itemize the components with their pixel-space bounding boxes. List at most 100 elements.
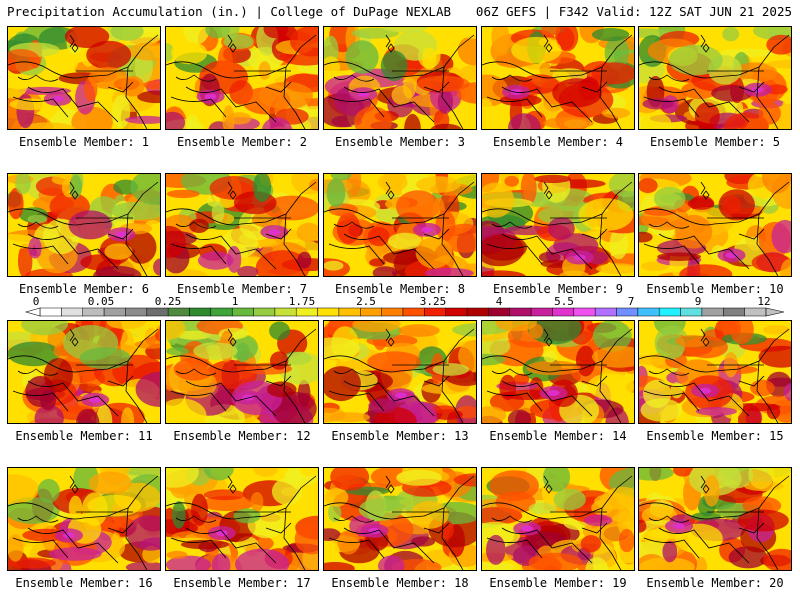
ensemble-member-map [638, 173, 792, 277]
ensemble-member-map [165, 26, 319, 130]
ensemble-member-map [481, 26, 635, 130]
precip-field-map [639, 174, 791, 276]
run-valid-time: 06Z GEFS | F342 Valid: 12Z SAT JUN 21 20… [475, 4, 792, 19]
scale-swatch [39, 307, 62, 317]
color-scale-bar: 0 0.05 0.25 1 1.75 2.5 3.25 4 5.5 7 9 12 [24, 295, 785, 317]
scale-swatch [189, 307, 212, 317]
scale-swatch [680, 307, 703, 317]
geographic-borders [482, 34, 633, 129]
station-marker [71, 190, 79, 200]
scale-tick-label: 7 [628, 295, 635, 308]
ensemble-member-label: Ensemble Member: 4 [492, 135, 624, 149]
scale-tick-label: 0.05 [88, 295, 115, 308]
scale-tick-label: 9 [695, 295, 702, 308]
station-marker [229, 190, 237, 200]
scale-tick-label: 4 [496, 295, 503, 308]
ensemble-member-label: Ensemble Member: 19 [489, 576, 627, 590]
scale-swatch [594, 307, 617, 317]
precip-field-map [639, 468, 791, 570]
scale-swatch [616, 307, 639, 317]
ensemble-member-map [7, 320, 161, 424]
ensemble-member-label: Ensemble Member: 13 [331, 429, 469, 443]
geographic-borders [639, 181, 790, 276]
scale-tick-label: 5.5 [554, 295, 574, 308]
precip-field-map [482, 174, 634, 276]
geographic-borders [324, 328, 475, 423]
geographic-borders [166, 328, 317, 423]
scale-swatch [573, 307, 596, 317]
ensemble-member-label: Ensemble Member: 6 [18, 282, 150, 296]
scale-swatch [445, 307, 468, 317]
geographic-borders [639, 475, 790, 570]
precip-field-map [324, 174, 476, 276]
scale-swatch [509, 307, 532, 317]
ensemble-member-label: Ensemble Member: 20 [646, 576, 784, 590]
geographic-borders [8, 34, 159, 129]
station-marker [545, 337, 553, 347]
ensemble-member-map [481, 467, 635, 571]
scale-swatch [530, 307, 553, 317]
station-marker [545, 484, 553, 494]
station-marker [387, 484, 395, 494]
scale-swatch [424, 307, 447, 317]
station-marker [702, 43, 710, 53]
station-marker [702, 337, 710, 347]
ensemble-member-map [165, 467, 319, 571]
scale-swatch [637, 307, 660, 317]
ensemble-member-map [638, 467, 792, 571]
ensemble-member-map [638, 320, 792, 424]
ensemble-member-label: Ensemble Member: 11 [15, 429, 153, 443]
scale-swatch [167, 307, 190, 317]
ensemble-member-map [7, 467, 161, 571]
geographic-borders [166, 475, 317, 570]
scale-swatch [381, 307, 404, 317]
ensemble-member-map [165, 173, 319, 277]
scale-tick-label: 2.5 [356, 295, 376, 308]
geographic-borders [324, 181, 475, 276]
ensemble-member-map [7, 173, 161, 277]
station-marker [702, 190, 710, 200]
precip-field-map [166, 468, 318, 570]
ensemble-member-label: Ensemble Member: 7 [176, 282, 308, 296]
station-marker [387, 337, 395, 347]
scale-swatch [103, 307, 126, 317]
scale-swatch [274, 307, 297, 317]
geographic-borders [482, 475, 633, 570]
ensemble-member-label: Ensemble Member: 8 [334, 282, 466, 296]
precip-field-map [324, 468, 476, 570]
station-marker [229, 43, 237, 53]
station-marker [545, 190, 553, 200]
scale-tick-label: 12 [757, 295, 770, 308]
geographic-borders [639, 34, 790, 129]
precip-field-map [324, 27, 476, 129]
ensemble-member-label: Ensemble Member: 17 [173, 576, 311, 590]
geographic-borders [166, 181, 317, 276]
precip-field-map [8, 27, 160, 129]
precip-field-map [166, 174, 318, 276]
precip-field-map [324, 321, 476, 423]
ensemble-member-label: Ensemble Member: 2 [176, 135, 308, 149]
ensemble-member-label: Ensemble Member: 10 [646, 282, 784, 296]
geographic-borders [324, 475, 475, 570]
precip-field-map [8, 321, 160, 423]
scale-tick-label: 3.25 [420, 295, 447, 308]
scale-tick-label: 0.25 [155, 295, 182, 308]
geographic-borders [324, 34, 475, 129]
scale-swatch [295, 307, 318, 317]
station-marker [71, 43, 79, 53]
station-marker [387, 190, 395, 200]
geographic-borders [639, 328, 790, 423]
ensemble-member-label: Ensemble Member: 18 [331, 576, 469, 590]
scale-swatch [466, 307, 489, 317]
station-marker [71, 484, 79, 494]
geographic-borders [482, 181, 633, 276]
precip-field-map [166, 27, 318, 129]
scale-swatch [317, 307, 340, 317]
ensemble-member-map [638, 26, 792, 130]
precip-field-map [8, 174, 160, 276]
station-marker [545, 43, 553, 53]
precip-field-map [482, 27, 634, 129]
ensemble-member-map [323, 467, 477, 571]
scale-tick-label: 1.75 [289, 295, 316, 308]
scale-swatch [488, 307, 511, 317]
